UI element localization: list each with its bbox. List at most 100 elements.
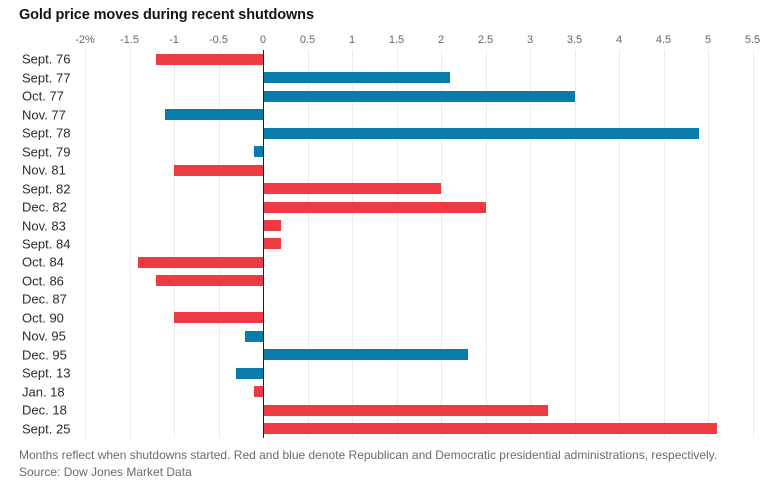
category-label: Nov. 77: [22, 107, 66, 123]
bar-row: Sept. 84: [0, 235, 775, 253]
bar-row: Oct. 77: [0, 87, 775, 105]
bar-row: Sept. 13: [0, 364, 775, 382]
bar-row: Sept. 77: [0, 68, 775, 86]
bar-row: Sept. 25: [0, 420, 775, 438]
bar: [156, 275, 263, 287]
bar: [263, 201, 486, 213]
category-label: Dec. 95: [22, 347, 67, 363]
bar-row: Dec. 82: [0, 198, 775, 216]
bar: [174, 164, 263, 176]
bar-rows: Sept. 76 Sept. 77 Oct. 77 Nov. 77 Sept. 78 Se…: [0, 50, 775, 438]
bar-row: Nov. 95: [0, 327, 775, 345]
x-tick-label: -1.5: [120, 34, 139, 46]
bar-row: Jan. 18: [0, 383, 775, 401]
bar: [263, 127, 700, 139]
bar-row: Sept. 79: [0, 142, 775, 160]
x-tick-label: 0: [259, 34, 267, 46]
bar: [263, 183, 441, 195]
category-label: Dec. 87: [22, 291, 67, 307]
x-tick-label: 2: [437, 34, 445, 46]
category-label: Dec. 82: [22, 199, 67, 215]
bar: [254, 146, 263, 158]
bar: [263, 238, 281, 250]
bar: [263, 72, 450, 84]
bar: [165, 109, 263, 121]
x-tick-label: 4: [615, 34, 623, 46]
gridline: [441, 50, 442, 438]
bar-row: Sept. 78: [0, 124, 775, 142]
bar-row: Dec. 95: [0, 346, 775, 364]
category-label: Nov. 83: [22, 218, 66, 234]
category-label: Sept. 82: [22, 181, 71, 197]
category-label: Dec. 18: [22, 402, 67, 418]
gridline: [619, 50, 620, 438]
x-tick-label: -0.5: [209, 34, 228, 46]
bar-row: Oct. 90: [0, 309, 775, 327]
gridline: [129, 50, 131, 438]
bar: [263, 220, 281, 232]
bar: [263, 349, 468, 361]
gridline: [218, 50, 220, 438]
bar: [254, 386, 263, 398]
gridline: [396, 50, 398, 438]
gridline: [708, 50, 709, 438]
plot-area: Sept. 76 Sept. 77 Oct. 77 Nov. 77 Sept. 78 Se…: [0, 50, 775, 438]
source-line: Source: Dow Jones Market Data: [19, 465, 192, 479]
bar: [236, 367, 263, 379]
category-label: Sept. 79: [22, 144, 71, 160]
category-label: Oct. 90: [22, 310, 64, 326]
category-label: Sept. 76: [22, 51, 71, 67]
bar: [263, 404, 548, 416]
category-label: Sept. 25: [22, 421, 71, 437]
category-label: Sept. 77: [22, 70, 71, 86]
x-tick-label: 0.5: [299, 34, 316, 46]
bar: [245, 330, 263, 342]
x-tick-label: -2%: [75, 34, 95, 46]
bar: [263, 90, 575, 102]
category-label: Nov. 81: [22, 162, 66, 178]
bar: [174, 312, 263, 324]
bar: [263, 423, 717, 435]
gridline: [752, 50, 754, 438]
gridline: [307, 50, 309, 438]
bar: [156, 53, 263, 65]
gridline: [663, 50, 665, 438]
x-tick-label: 5: [704, 34, 712, 46]
category-label: Oct. 77: [22, 88, 64, 104]
category-label: Sept. 78: [22, 125, 71, 141]
bar-row: Nov. 83: [0, 216, 775, 234]
x-tick-label: 3: [526, 34, 534, 46]
x-tick-label: -1: [169, 34, 179, 46]
bar-row: Sept. 76: [0, 50, 775, 68]
category-label: Jan. 18: [22, 384, 65, 400]
x-tick-label: 1.5: [388, 34, 405, 46]
zero-axis-line: [263, 50, 264, 438]
bar-row: Dec. 18: [0, 401, 775, 419]
x-tick-label: 1: [348, 34, 356, 46]
x-tick-label: 2.5: [477, 34, 494, 46]
bar-row: Oct. 84: [0, 253, 775, 271]
footnote: Months reflect when shutdowns started. R…: [19, 448, 718, 462]
x-axis-tick-labels: -2% -1.5 -1 -0.5 0 0.5 1 1.5 2 2.5 3 3.5 4 4.5 5 5.5: [0, 34, 775, 48]
bar-row: Nov. 77: [0, 105, 775, 123]
category-label: Sept. 13: [22, 365, 71, 381]
gridline: [574, 50, 576, 438]
bar-row: Sept. 82: [0, 179, 775, 197]
bar-row: Dec. 87: [0, 290, 775, 308]
category-label: Oct. 84: [22, 254, 64, 270]
x-tick-label: 5.5: [744, 34, 761, 46]
bar-row: Oct. 86: [0, 272, 775, 290]
gridline: [530, 50, 531, 438]
bar-row: Nov. 81: [0, 161, 775, 179]
category-label: Sept. 84: [22, 236, 71, 252]
x-tick-label: 3.5: [566, 34, 583, 46]
chart-title: Gold price moves during recent shutdowns: [19, 7, 314, 23]
gridline: [352, 50, 353, 438]
gridline: [485, 50, 487, 438]
gridline: [85, 50, 86, 438]
category-label: Oct. 86: [22, 273, 64, 289]
x-tick-label: 4.5: [655, 34, 672, 46]
gridline: [174, 50, 175, 438]
bar: [138, 256, 263, 268]
